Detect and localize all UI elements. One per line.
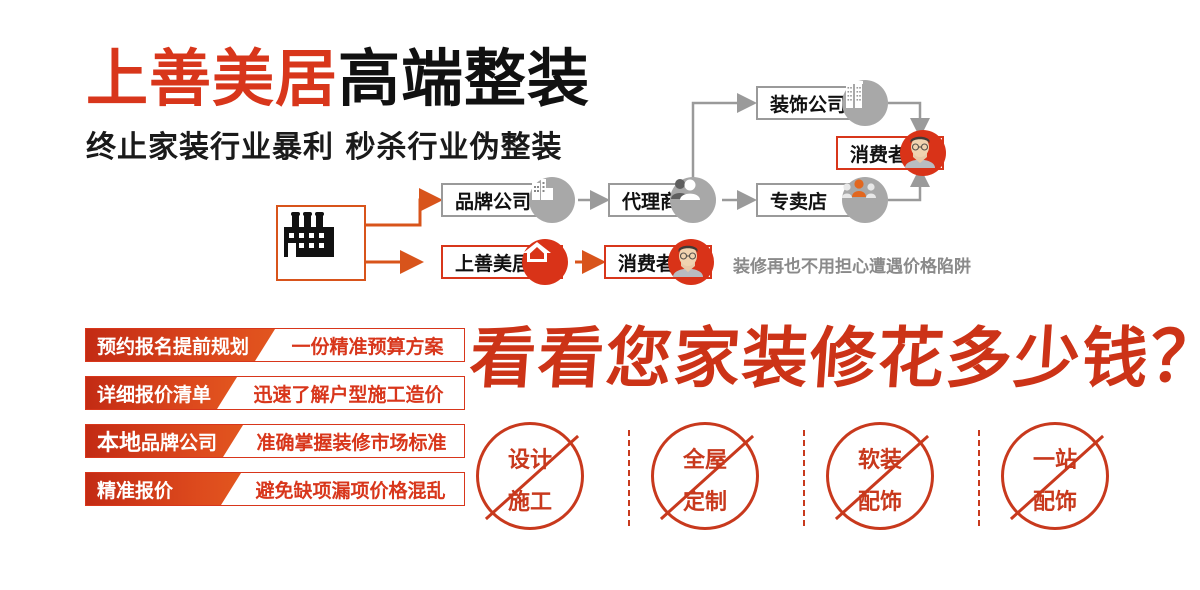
feature-right-label: 避免缺项漏项价格混乱: [255, 479, 446, 502]
badge-line-1: 软装: [857, 447, 902, 473]
badge-divider: [628, 430, 630, 526]
page-subtitle: 终止家装行业暴利 秒杀行业伪整装: [86, 130, 563, 165]
house-icon: [522, 239, 568, 285]
person-avatar-icon: [668, 239, 714, 285]
feature-left-label: 精准报价: [86, 473, 241, 505]
feature-row[interactable]: 预约报名提前规划 一份精准预算方案: [85, 328, 465, 362]
badge-divider: [803, 430, 805, 526]
factory-icon: [284, 212, 334, 257]
service-badge[interactable]: 软装 配饰: [820, 420, 940, 536]
feature-left-label: 本地 品牌公司: [86, 425, 243, 457]
flow-note: 装修再也不用担心遭遇价格陷阱: [733, 257, 971, 277]
feature-right-label: 一份精准预算方案: [291, 335, 444, 358]
badge-line-2: 配饰: [857, 489, 902, 515]
service-badge[interactable]: 全屋 定制: [645, 420, 765, 536]
title-suffix: 高端整装: [338, 42, 591, 115]
feature-left-emphasis: 本地: [97, 431, 142, 456]
service-badge-group: 设计 施工 全屋 定制 软装 配饰 一站 配饰: [470, 420, 1170, 540]
feature-left-rest: 品牌公司: [141, 431, 218, 454]
service-badge[interactable]: 一站 配饰: [995, 420, 1115, 536]
flow-node-label: 上善美居: [455, 252, 532, 275]
badge-line-2: 施工: [507, 489, 552, 515]
promo-question-mark: ？: [1147, 316, 1200, 398]
person-avatar-icon: [900, 130, 946, 176]
brand-name: 上善美居: [86, 42, 339, 115]
feature-list: 预约报名提前规划 一份精准预算方案 详细报价清单 迅速了解户型施工造价 本地 品牌…: [85, 328, 465, 520]
factory-node: [276, 205, 366, 281]
feature-right-label: 准确掌握装修市场标准: [256, 431, 447, 454]
feature-row[interactable]: 精准报价 避免缺项漏项价格混乱: [85, 472, 465, 506]
two-people-icon: [670, 177, 716, 223]
promo-headline-text: 看看您家装修花多少钱: [467, 319, 1153, 397]
flow-node-exclusive-store: 专卖店: [756, 183, 852, 217]
service-badge[interactable]: 设计 施工: [470, 420, 590, 536]
flow-node-label: 专卖店: [770, 190, 828, 213]
tower-building-icon: [842, 80, 888, 126]
badge-line-1: 全屋: [682, 447, 727, 473]
promo-headline: 看看您家装修花多少钱？: [467, 316, 1200, 398]
flow-node-label: 消费者: [850, 143, 908, 166]
feature-left-label: 详细报价清单: [86, 377, 237, 409]
flow-node-label: 代理商: [622, 190, 680, 213]
badge-line-2: 配饰: [1032, 489, 1077, 515]
circle-ring: [651, 422, 759, 530]
circle-ring: [1001, 422, 1109, 530]
flow-node-label: 装饰公司: [770, 93, 847, 116]
three-people-icon: [842, 177, 888, 223]
feature-right-label: 迅速了解户型施工造价: [253, 383, 444, 406]
feature-left-label: 预约报名提前规划: [86, 329, 275, 361]
flow-connectors: [362, 93, 930, 274]
badge-line-1: 设计: [507, 447, 552, 473]
distribution-flow-diagram: 品牌公司 代理商: [276, 80, 971, 285]
badge-line-1: 一站: [1032, 447, 1077, 473]
page-title: 上善美居高端整装: [86, 48, 590, 110]
circle-ring: [476, 422, 584, 530]
flow-node-label: 品牌公司: [455, 190, 532, 213]
feature-row[interactable]: 详细报价清单 迅速了解户型施工造价: [85, 376, 465, 410]
circle-ring: [826, 422, 934, 530]
feature-row[interactable]: 本地 品牌公司 准确掌握装修市场标准: [85, 424, 465, 458]
badge-line-2: 定制: [682, 489, 727, 515]
badge-divider: [978, 430, 980, 526]
office-building-icon: [529, 177, 575, 223]
flow-node-label: 消费者: [618, 252, 676, 275]
